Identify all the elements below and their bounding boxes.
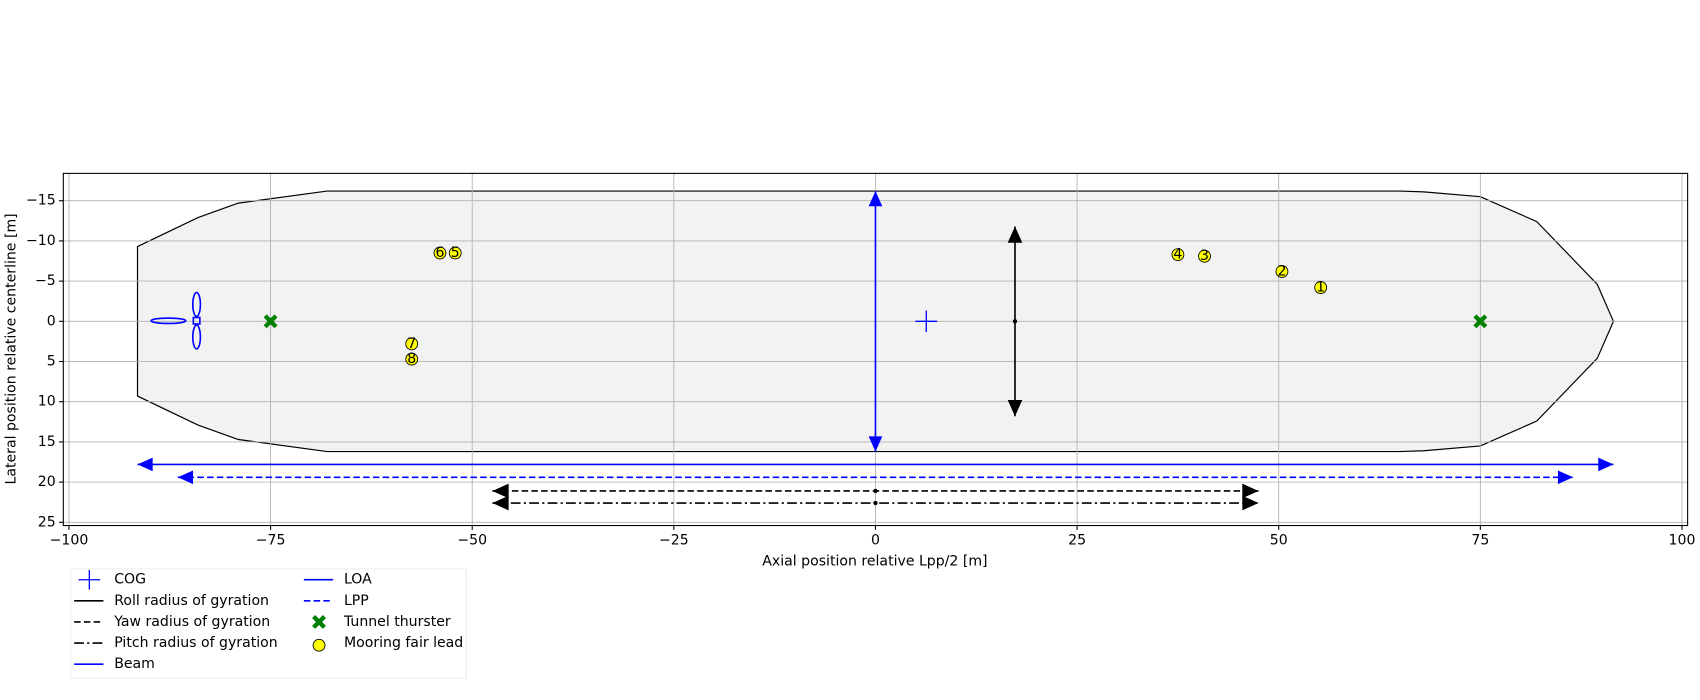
y-tick-label: 0 bbox=[47, 313, 56, 329]
center-dot bbox=[873, 500, 878, 506]
cog-marker bbox=[915, 310, 938, 333]
fairlead-label: 7 bbox=[407, 336, 416, 352]
thruster-marker bbox=[1473, 314, 1488, 329]
y-tick-label: −10 bbox=[26, 233, 56, 249]
y-tick-label: 25 bbox=[38, 514, 56, 530]
legend-label: Pitch radius of gyration bbox=[114, 635, 277, 651]
legend-label: Beam bbox=[114, 656, 155, 672]
legend-handle bbox=[312, 615, 326, 629]
fairlead-marker bbox=[1198, 249, 1211, 263]
arrow-head bbox=[1007, 399, 1023, 417]
y-tick-label: 5 bbox=[47, 354, 56, 370]
center-dot bbox=[1012, 319, 1018, 324]
propeller-blade bbox=[191, 324, 202, 350]
arrow-head bbox=[1242, 495, 1259, 511]
propeller-hub bbox=[192, 316, 201, 325]
legend-label: LOA bbox=[344, 572, 372, 588]
y-axis-label: Lateral position relative centerline [m] bbox=[3, 213, 19, 484]
legend-label: LPP bbox=[344, 593, 369, 609]
thruster-marker bbox=[263, 314, 278, 329]
x-tick-label: −25 bbox=[659, 533, 689, 549]
fairlead-label: 6 bbox=[435, 245, 444, 261]
fairlead-marker bbox=[1171, 248, 1185, 261]
center-dot bbox=[873, 488, 878, 494]
arrow-head bbox=[1007, 226, 1023, 243]
y-tick-label: 10 bbox=[38, 394, 56, 410]
x-tick-label: 100 bbox=[1669, 533, 1696, 549]
fairlead-marker bbox=[405, 352, 419, 366]
legend-handle bbox=[78, 569, 101, 590]
y-tick-label: −5 bbox=[35, 273, 56, 289]
fairlead-label: 5 bbox=[451, 245, 460, 261]
fairlead-marker bbox=[1275, 265, 1289, 278]
fairlead-marker bbox=[448, 246, 462, 260]
legend-label: Tunnel thurster bbox=[343, 614, 451, 630]
x-tick-label: −100 bbox=[50, 533, 89, 549]
legend-label: Roll radius of gyration bbox=[114, 593, 269, 609]
propeller-blade bbox=[191, 291, 202, 318]
arrow-head bbox=[492, 495, 509, 511]
arrow-head bbox=[492, 483, 509, 499]
x-tick-label: 0 bbox=[871, 533, 880, 549]
legend-box bbox=[70, 568, 467, 679]
fairlead-label: 8 bbox=[407, 351, 416, 367]
x-tick-label: 25 bbox=[1068, 533, 1086, 549]
x-tick-label: −75 bbox=[256, 533, 286, 549]
x-tick-label: 75 bbox=[1471, 533, 1489, 549]
fairlead-label: 4 bbox=[1173, 247, 1182, 263]
y-tick-label: 15 bbox=[38, 434, 56, 450]
arrow-head bbox=[177, 470, 194, 485]
x-tick-label: −50 bbox=[457, 533, 487, 549]
fairlead-label: 1 bbox=[1316, 280, 1325, 296]
legend-label: Yaw radius of gyration bbox=[113, 614, 270, 630]
legend-label: COG bbox=[114, 572, 146, 588]
arrow-head bbox=[868, 436, 883, 452]
plot-frame bbox=[62, 172, 1689, 527]
propeller-icon bbox=[150, 291, 202, 350]
fairlead-marker bbox=[1314, 281, 1328, 294]
y-tick-label: 20 bbox=[38, 474, 56, 490]
x-tick-label: 50 bbox=[1270, 533, 1288, 549]
legend-label: Mooring fair lead bbox=[344, 635, 463, 651]
legend-handle bbox=[312, 638, 326, 652]
arrow-head bbox=[1557, 470, 1574, 485]
arrow-head bbox=[868, 191, 883, 207]
propeller-blade bbox=[150, 317, 187, 325]
arrow-head bbox=[1242, 483, 1259, 499]
arrow-head bbox=[137, 457, 153, 472]
arrow-head bbox=[1598, 457, 1614, 472]
fairlead-label: 2 bbox=[1277, 263, 1286, 279]
y-tick-label: −15 bbox=[26, 193, 56, 209]
fairlead-marker bbox=[433, 246, 447, 260]
x-axis-label: Axial position relative Lpp/2 [m] bbox=[762, 553, 987, 569]
fairlead-label: 3 bbox=[1200, 248, 1209, 264]
fairlead-marker bbox=[405, 337, 419, 351]
